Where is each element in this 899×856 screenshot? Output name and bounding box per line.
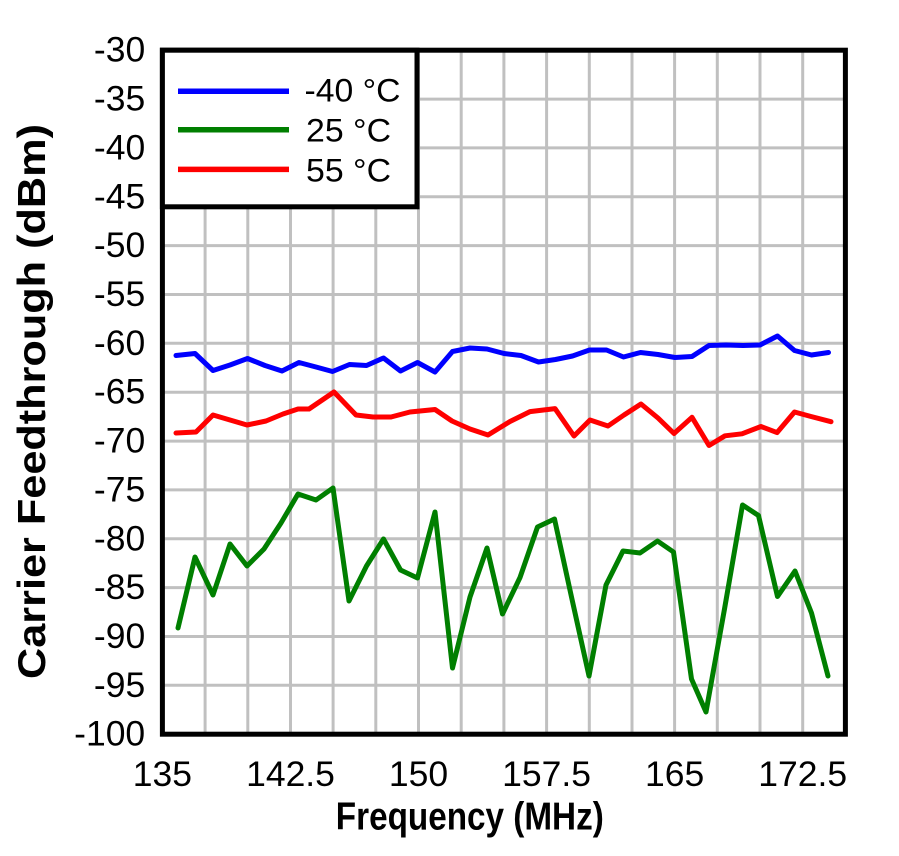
svg-text:-35: -35 bbox=[94, 79, 145, 119]
svg-text:-30: -30 bbox=[94, 30, 145, 70]
svg-text:150: 150 bbox=[389, 754, 448, 794]
svg-text:172.5: 172.5 bbox=[758, 754, 847, 794]
svg-text:-90: -90 bbox=[94, 616, 145, 656]
svg-text:135: 135 bbox=[133, 754, 192, 794]
svg-text:Frequency (MHz): Frequency (MHz) bbox=[336, 795, 604, 838]
svg-text:-40 °C: -40 °C bbox=[305, 72, 401, 108]
svg-text:-95: -95 bbox=[94, 665, 145, 705]
svg-text:142.5: 142.5 bbox=[246, 754, 335, 794]
svg-text:55 °C: 55 °C bbox=[306, 152, 391, 188]
svg-text:-50: -50 bbox=[94, 225, 145, 265]
svg-text:-75: -75 bbox=[94, 469, 145, 509]
svg-text:157.5: 157.5 bbox=[502, 754, 591, 794]
svg-text:-70: -70 bbox=[94, 421, 145, 461]
svg-text:165: 165 bbox=[645, 754, 704, 794]
svg-text:-55: -55 bbox=[94, 274, 145, 314]
svg-text:-60: -60 bbox=[94, 323, 145, 363]
svg-text:-85: -85 bbox=[94, 567, 145, 607]
svg-text:25 °C: 25 °C bbox=[306, 113, 391, 149]
svg-text:-80: -80 bbox=[94, 518, 145, 558]
svg-text:-40: -40 bbox=[94, 127, 145, 167]
svg-text:-100: -100 bbox=[74, 714, 145, 754]
svg-text:Carrier Feedthrough (dBm): Carrier Feedthrough (dBm) bbox=[11, 124, 54, 679]
svg-text:-45: -45 bbox=[94, 176, 145, 216]
svg-text:-65: -65 bbox=[94, 372, 145, 412]
